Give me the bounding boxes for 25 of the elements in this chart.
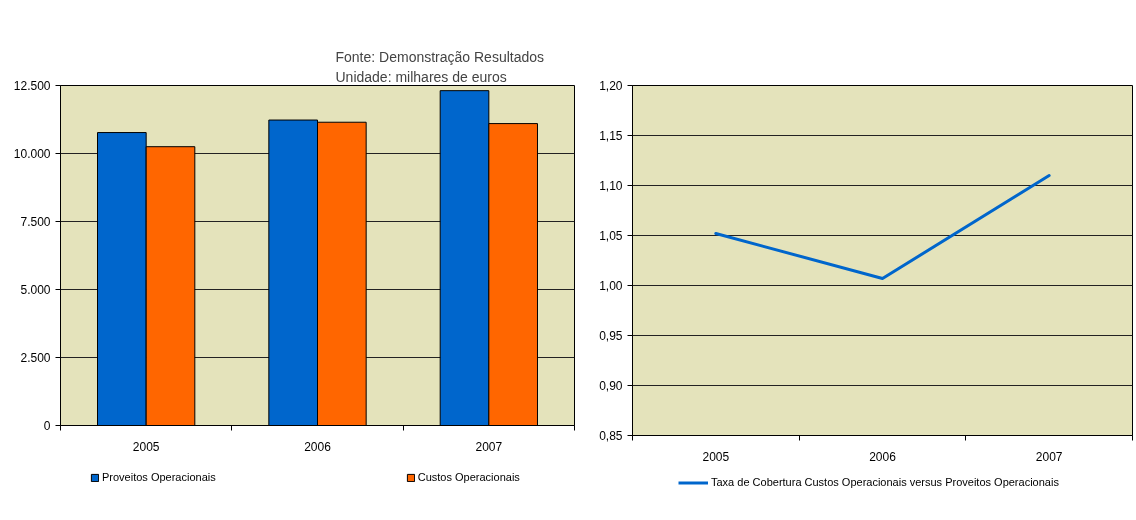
y-tick-label: 0,90: [599, 379, 623, 393]
y-tick-label: 1,15: [599, 129, 623, 143]
x-tick-label: 2007: [1035, 449, 1063, 464]
text: Unidade: milhares de euros: [335, 68, 507, 85]
legend-label: Proveitos Operacionais: [102, 471, 216, 483]
x-tick-label: 2005: [702, 449, 730, 464]
source-note: Fonte: Demonstração Resultados: [335, 48, 545, 65]
x-tick-label: 2006: [869, 449, 897, 464]
y-tick-label: 0,95: [599, 329, 623, 343]
y-tick-label: 0: [43, 419, 51, 433]
y-tick-label: 1,00: [599, 279, 623, 293]
y-tick-label: 1,20: [599, 79, 623, 93]
x-tick-label: 2006: [304, 439, 332, 454]
y-tick-label: 7.500: [20, 215, 51, 229]
y-tick-label: 1,05: [599, 229, 623, 243]
y-tick-label: 12.500: [13, 79, 51, 93]
y-tick-label: 5.000: [20, 283, 51, 297]
y-tick-label: 1,10: [599, 179, 623, 193]
y-tick-label: 10.000: [13, 147, 51, 161]
y-tick-label: 2.500: [20, 351, 51, 365]
legend-label: Custos Operacionais: [417, 471, 520, 483]
y-tick-label: 0,85: [599, 429, 623, 443]
x-tick-label: 2007: [475, 439, 503, 454]
x-tick-label: 2005: [132, 439, 160, 454]
legend-label: Taxa de Cobertura Custos Operacionais versus Proveitos Operacionais: [711, 476, 1059, 488]
